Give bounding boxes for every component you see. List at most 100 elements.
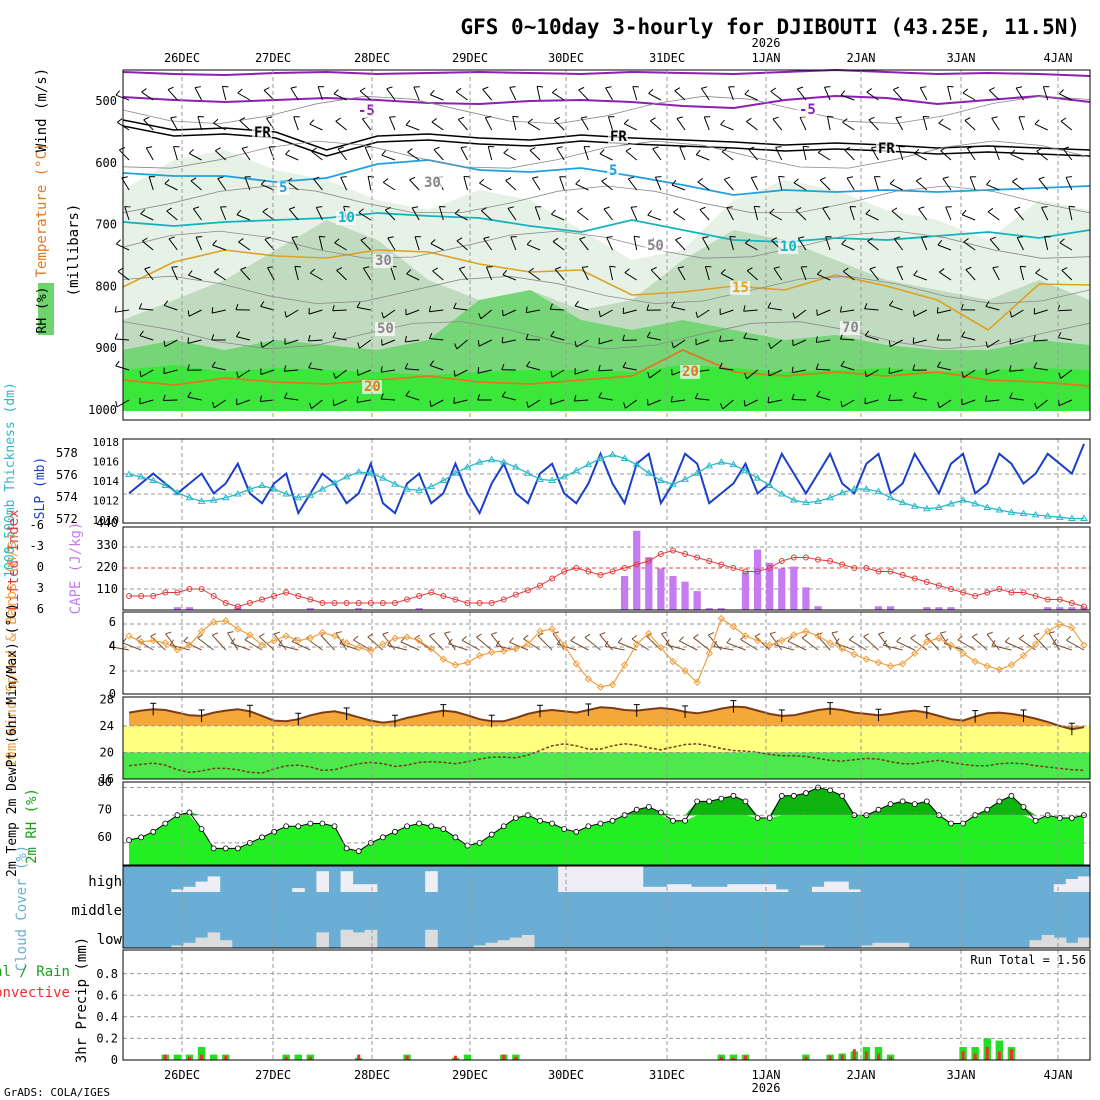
- wind-barb-flag: [866, 88, 872, 93]
- wind-speed-point: [1068, 624, 1076, 632]
- rh2-point: [428, 823, 435, 830]
- wind-barb: [336, 269, 347, 281]
- wind-barb-flag: [574, 341, 577, 348]
- wind-speed-point: [729, 622, 738, 631]
- cloud-cover-panel: [123, 866, 1091, 948]
- wind-barb-flag: [831, 631, 838, 634]
- wind-barb: [677, 267, 686, 281]
- wind-barb: [844, 149, 855, 161]
- wind-barb-flag: [114, 333, 118, 340]
- wind-speed-point: [608, 681, 617, 689]
- wind-barb-flag: [748, 146, 755, 150]
- wind-barb-flag: [488, 145, 495, 148]
- wind-barb: [380, 398, 396, 401]
- cloud-level-label: low: [97, 932, 123, 948]
- wind-speed-point: [258, 641, 266, 649]
- wind-barb: [623, 309, 637, 315]
- cloud-low-bar: [340, 929, 354, 948]
- wind-barb-flag: [1041, 206, 1048, 208]
- wind-barb-flag: [138, 303, 143, 309]
- wind-barb-flag: [477, 367, 480, 374]
- temp-tick: 28: [100, 693, 114, 707]
- wind-barb-flag: [1068, 205, 1075, 208]
- wind-barb-flag: [429, 89, 435, 96]
- wind-barb: [713, 646, 734, 651]
- wind-barb-flag: [581, 116, 588, 119]
- lifted-index-point: [960, 589, 967, 596]
- wind-barb-flag: [477, 340, 480, 347]
- wind-barb-flag: [262, 207, 268, 213]
- wind-barb: [164, 339, 178, 348]
- wind-barb-flag: [529, 147, 536, 151]
- lifted-index-point: [742, 568, 749, 575]
- wind-speed-point: [415, 636, 423, 645]
- rh2-point: [766, 815, 773, 821]
- wind-barb: [237, 369, 251, 379]
- wind-barb-flag: [694, 392, 699, 399]
- cloud-low-bar: [860, 945, 873, 948]
- wind-barb: [1012, 181, 1024, 191]
- wind-barb-flag: [526, 401, 529, 408]
- rh2-point: [1032, 817, 1039, 824]
- wind-barb-flag: [365, 146, 372, 148]
- wind-barb-flag: [168, 236, 175, 240]
- wind-barb-flag: [726, 206, 733, 209]
- wind-barb: [796, 88, 807, 101]
- wind-speed-point: [838, 645, 846, 653]
- rh2-point: [283, 823, 290, 830]
- lifted-index-point: [198, 586, 205, 592]
- wind-barb: [822, 207, 831, 221]
- wind-barb-flag: [458, 116, 465, 120]
- wind-barb-flag: [987, 207, 994, 213]
- cloud-high-bar: [582, 866, 595, 892]
- thickness-point: [910, 502, 919, 509]
- wind-barb-flag: [525, 306, 528, 313]
- precip-conv-bar: [357, 1054, 361, 1060]
- cloud-high-bar: [352, 884, 366, 892]
- date-label-bottom: 28DEC: [354, 1068, 390, 1082]
- wind-speed-line: [128, 617, 1085, 688]
- rh2-point: [500, 823, 507, 830]
- lifted-index-point: [246, 600, 253, 606]
- wind-speed-point: [294, 636, 302, 645]
- thickness-point: [487, 455, 496, 463]
- wind-barb: [309, 123, 323, 131]
- wind-barb: [767, 399, 782, 404]
- wind-barb: [239, 120, 251, 131]
- wind-barb: [273, 633, 287, 651]
- wind-speed-point: [548, 625, 556, 633]
- rh2-point: [416, 820, 423, 827]
- cape-bar: [669, 576, 677, 610]
- wind-barb: [400, 641, 420, 651]
- wind-barb: [478, 339, 492, 347]
- wind-barb: [362, 267, 372, 281]
- wind-barb-flag: [455, 87, 462, 93]
- cape-bar: [790, 566, 798, 610]
- cape-bar: [947, 607, 955, 610]
- rh2-point: [984, 806, 991, 813]
- cloud-low-bar: [364, 929, 378, 948]
- wind-barb: [673, 211, 686, 221]
- wind-barb-flag: [1020, 265, 1027, 268]
- thickness-point: [246, 485, 254, 492]
- wind-barb: [598, 397, 613, 401]
- contour-label: FR: [610, 129, 627, 145]
- rh2-point: [657, 809, 664, 816]
- wind-barb: [556, 147, 565, 161]
- lifted-index-point: [331, 600, 338, 606]
- wind-barb-flag: [284, 311, 287, 318]
- wind-barb-flag: [1063, 146, 1070, 150]
- wind-barb: [869, 268, 879, 281]
- wind-barb: [509, 87, 517, 101]
- thickness-point: [669, 480, 677, 487]
- rh2-point: [778, 792, 785, 799]
- wind-barb: [1057, 309, 1072, 312]
- temp2m-panel: [123, 697, 1090, 779]
- wind-barb-flag: [1066, 635, 1072, 641]
- wind-barb-flag: [358, 208, 364, 213]
- wind10m-panel: [108, 612, 1090, 694]
- wind-barb: [211, 309, 226, 314]
- wind-barb: [387, 237, 396, 251]
- wind-barb-flag: [609, 265, 616, 268]
- wind-barb-flag: [650, 117, 656, 122]
